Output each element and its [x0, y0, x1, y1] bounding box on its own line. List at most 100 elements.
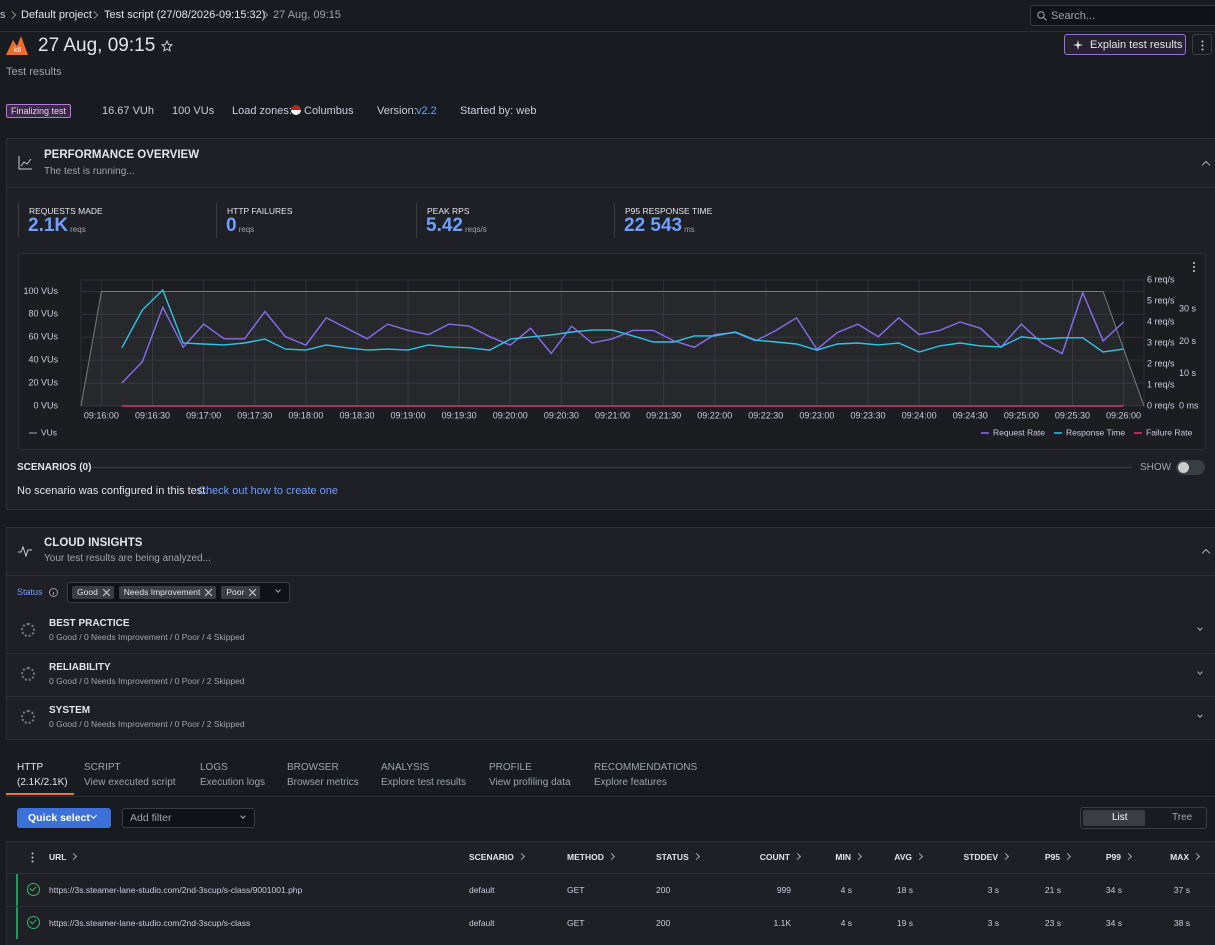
tab-label[interactable]: LOGS: [200, 762, 228, 773]
divider: [7, 906, 1215, 907]
stat-value: 0: [226, 215, 237, 236]
tab-label[interactable]: RECOMMENDATIONS: [594, 762, 698, 773]
tab-sub[interactable]: Browser metrics: [287, 777, 359, 788]
cell: 4 s: [840, 918, 852, 928]
tab-label[interactable]: ANALYSIS: [381, 762, 430, 773]
kebab-dot: [1193, 270, 1195, 272]
view-tree[interactable]: Tree: [1172, 812, 1193, 823]
column-header[interactable]: URL: [49, 852, 76, 862]
chip-remove[interactable]: [205, 589, 213, 596]
column-header[interactable]: COUNT: [760, 852, 800, 862]
meta-started: Started by: web: [460, 105, 537, 117]
cell: 23 s: [1044, 918, 1061, 928]
tab-label[interactable]: PROFILE: [489, 762, 532, 773]
breadcrumb-project[interactable]: Default project: [21, 9, 92, 21]
more-button[interactable]: [1192, 34, 1212, 55]
ok-icon: [27, 883, 40, 896]
divider: [0, 31, 1215, 32]
flag-icon: [291, 105, 301, 115]
group-summary: 0 Good / 0 Needs Improvement / 0 Poor / …: [49, 719, 245, 729]
search-box[interactable]: Search...: [1030, 5, 1215, 26]
performance-title: PERFORMANCE OVERVIEW: [44, 149, 200, 161]
explain-button[interactable]: Explain test results: [1064, 34, 1186, 55]
info-icon: [49, 588, 58, 597]
stat-value: 5.42: [426, 215, 463, 236]
column-header[interactable]: P95: [1045, 852, 1070, 862]
star-icon[interactable]: [161, 40, 173, 52]
tab-label[interactable]: HTTP: [17, 762, 44, 773]
y2-tick-label: 3 req/s: [1147, 337, 1175, 347]
status-chip[interactable]: Needs Improvement: [118, 586, 217, 599]
breadcrumb-root[interactable]: s: [0, 9, 6, 21]
y2-tick-label: 2 req/s: [1147, 358, 1175, 368]
x-tick-label: 09:24:00: [902, 410, 937, 420]
chip-remove[interactable]: [102, 589, 110, 596]
breadcrumb-current: 27 Aug, 09:15: [273, 9, 341, 21]
chip-remove[interactable]: [249, 589, 257, 596]
group-summary: 0 Good / 0 Needs Improvement / 0 Poor / …: [49, 632, 245, 642]
column-header[interactable]: AVG: [894, 852, 922, 862]
ok-icon: [27, 916, 40, 929]
cell: 1.1K: [773, 918, 792, 928]
dropdown-icon: [89, 811, 98, 820]
sparkle-icon: [1073, 40, 1083, 50]
column-header[interactable]: SCENARIO: [469, 852, 524, 862]
toggle-knob: [1178, 462, 1189, 473]
x-tick-label: 09:21:00: [595, 410, 630, 420]
column-header[interactable]: MIN: [835, 852, 861, 862]
meta-version[interactable]: v2.2: [416, 105, 437, 117]
view-toggle: List Tree: [1080, 807, 1207, 829]
meta-vus: 100 VUs: [172, 105, 215, 117]
column-header[interactable]: METHOD: [567, 852, 614, 862]
cell: 200: [656, 885, 671, 895]
tab-sub[interactable]: View profiling data: [489, 777, 571, 788]
x-tick-label: 09:17:30: [237, 410, 272, 420]
separator: [7, 10, 17, 20]
search-placeholder: Search...: [1051, 10, 1096, 22]
tab-sub[interactable]: Explore test results: [381, 777, 467, 788]
pulse-icon: [18, 545, 32, 558]
cell: 18 s: [896, 885, 913, 895]
scenarios-link[interactable]: Check out how to create one: [198, 485, 339, 497]
breadcrumb-script[interactable]: Test script (27/08/2026-09:15:32): [104, 9, 266, 21]
tab-sub[interactable]: Explore features: [594, 777, 667, 788]
y-tick-label: 20 VUs: [28, 377, 58, 387]
quick-select-button[interactable]: Quick select: [17, 808, 111, 828]
cell[interactable]: https://3s.steamer-lane-studio.com/2nd-3…: [49, 885, 303, 895]
tab-sub[interactable]: Execution logs: [200, 777, 266, 788]
cell[interactable]: https://3s.steamer-lane-studio.com/2nd-3…: [49, 918, 251, 928]
active-tab-indicator: [6, 793, 74, 795]
cell: 21 s: [1044, 885, 1061, 895]
cell: 3 s: [987, 918, 999, 928]
column-header[interactable]: P99: [1106, 852, 1131, 862]
filter-select[interactable]: Add filter: [122, 808, 255, 828]
dropdown-icon: [240, 813, 246, 819]
y3-tick-label: 0 ms: [1179, 400, 1199, 410]
kebab-icon[interactable]: [31, 852, 34, 863]
cell: 38 s: [1173, 918, 1190, 928]
x-tick-label: 09:22:00: [697, 410, 732, 420]
column-header[interactable]: MAX: [1170, 852, 1199, 862]
tab-label[interactable]: SCRIPT: [84, 762, 121, 773]
cell: default: [469, 918, 495, 928]
y3-tick-label: 10 s: [1179, 368, 1197, 378]
tab-sub[interactable]: (2.1K/2.1K): [17, 777, 68, 788]
divider: [7, 187, 1215, 188]
column-header[interactable]: STDDEV: [964, 852, 1008, 862]
scenarios-toggle[interactable]: [1176, 460, 1205, 475]
y-tick-label: 100 VUs: [23, 286, 58, 296]
x-tick-label: 09:20:30: [544, 410, 579, 420]
meta-zone: Columbus: [304, 105, 354, 117]
chart: 0 VUs 20 VUs 40 VUs 60 VUs 80 VUs 100 VUs 0 re…: [23, 262, 1199, 437]
x-tick-label: 09:24:30: [953, 410, 988, 420]
performance-subtitle: The test is running...: [44, 166, 135, 177]
view-list[interactable]: List: [1112, 812, 1128, 823]
tab-sub[interactable]: View executed script: [84, 777, 176, 788]
divider: [7, 873, 1215, 874]
x-tick-label: 09:16:00: [84, 410, 119, 420]
column-header[interactable]: STATUS: [656, 852, 699, 862]
stat-divider: [216, 203, 217, 238]
x-tick-label: 09:23:00: [799, 410, 834, 420]
tab-label[interactable]: BROWSER: [287, 762, 339, 773]
